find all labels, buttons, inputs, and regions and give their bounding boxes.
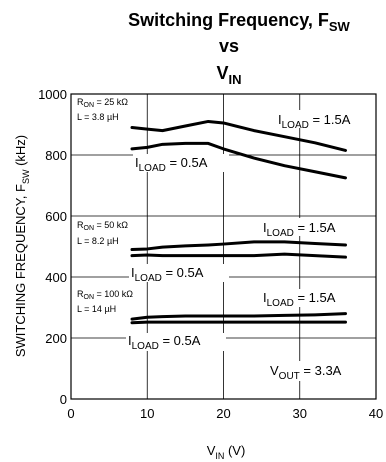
ron25-label: RON = 25 kΩ <box>77 97 128 109</box>
x-tick-label: 10 <box>140 406 154 421</box>
series-line-3 <box>130 240 347 252</box>
ron50-inductor-label: L = 8.2 µH <box>77 236 119 246</box>
iload-1p5a-label-top: ILOAD = 1.5A <box>278 112 351 131</box>
series-line-6 <box>130 320 347 325</box>
iload-1p5a-label-mid: ILOAD = 1.5A <box>263 220 336 239</box>
ron25-inductor-label: L = 3.8 µH <box>77 112 119 122</box>
ron100-inductor-label: L = 14 µH <box>77 304 116 314</box>
ron100-label: RON = 100 kΩ <box>77 289 133 301</box>
y-tick-label: 800 <box>45 148 67 163</box>
x-tick-label: 40 <box>369 406 383 421</box>
y-tick-label: 400 <box>45 270 67 285</box>
iload-0p5a-label-bottom: ILOAD = 0.5A <box>128 333 201 352</box>
series-line-4 <box>130 252 347 259</box>
chart-title-line2: vs <box>219 36 239 56</box>
iload-0p5a-label-top: ILOAD = 0.5A <box>135 155 208 174</box>
series-line-2 <box>130 141 347 180</box>
x-tick-label: 0 <box>67 406 74 421</box>
iload-0p5a-label-mid: ILOAD = 0.5A <box>131 265 204 284</box>
chart-title-line3: VIN <box>216 63 241 87</box>
y-tick-label: 600 <box>45 209 67 224</box>
y-tick-label: 200 <box>45 331 67 346</box>
x-axis-label: VIN (V) <box>207 443 246 461</box>
series-lines <box>130 119 347 325</box>
x-tick-label: 30 <box>293 406 307 421</box>
iload-1p5a-label-bottom: ILOAD = 1.5A <box>263 290 336 309</box>
y-axis-label: SWITCHING FREQUENCY, FSW (kHz) <box>13 135 31 357</box>
x-tick-label: 20 <box>216 406 230 421</box>
annotations: RON = 25 kΩ L = 3.8 µH RON = 50 kΩ L = 8… <box>77 97 372 382</box>
ron50-label: RON = 50 kΩ <box>77 220 128 232</box>
series-line-5 <box>130 312 347 321</box>
grid-lines <box>71 94 376 399</box>
vout-label: VOUT = 3.3A <box>270 363 342 382</box>
plot-frame <box>70 93 377 400</box>
series-line-1 <box>130 119 347 152</box>
chart-title-line1: Switching Frequency, FSW <box>128 10 350 34</box>
y-tick-label: 1000 <box>38 87 67 102</box>
y-tick-label: 0 <box>60 392 67 407</box>
